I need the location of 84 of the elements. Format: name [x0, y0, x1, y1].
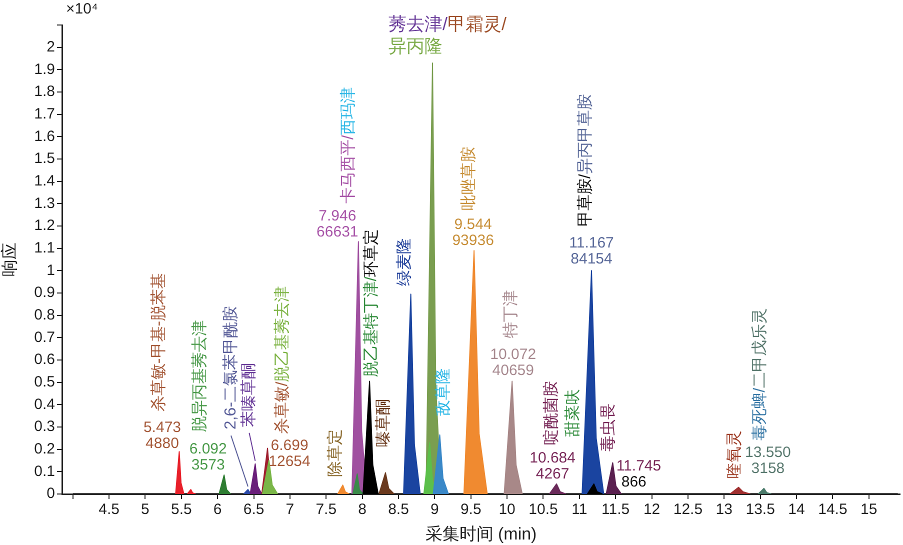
x-tick-label: 12.5: [673, 501, 703, 518]
y-tick-label: 0: [46, 485, 55, 502]
x-tick-label: 12: [643, 501, 660, 518]
annotation: 脱异丙基莠去津: [190, 320, 209, 432]
y-tick-label: 1.2: [34, 217, 55, 234]
annotation: 卡马西平/: [338, 134, 357, 204]
y-tick-label: 1.6: [34, 128, 55, 145]
y-tick-label: 1.4: [34, 172, 55, 190]
y-tick-label: 0.5: [34, 373, 55, 390]
annotation: 啶酰菌胺: [542, 380, 560, 445]
annotation: 嗪草酮: [374, 398, 392, 447]
y-tick-label: 1.1: [34, 239, 55, 256]
x-tick-label: 8: [358, 501, 366, 518]
annotation: 11.167 84154: [569, 234, 614, 268]
annotation: 866: [621, 474, 646, 491]
annotation: 脱乙基特丁津/: [362, 276, 380, 378]
x-tick-label: 9.5: [460, 501, 482, 518]
annotation: 9.544 93936: [452, 216, 494, 250]
annotation: 吡唑草胺: [459, 146, 478, 211]
annotation: 异丙甲草胺: [576, 94, 594, 174]
annotation: 甜菜呋: [563, 389, 582, 437]
x-tick-label: 10.5: [528, 501, 558, 518]
x-tick-label: 7.5: [316, 501, 337, 518]
x-tick-label: 6: [213, 501, 222, 518]
x-tick-label: 5.5: [170, 501, 192, 518]
y-tick-label: 0.3: [34, 418, 55, 436]
y-tick-label: 0.4: [34, 396, 55, 413]
x-tick-label: 14: [788, 501, 805, 518]
x-tick-label: 13.5: [746, 501, 775, 518]
y-tick-label: 0.9: [34, 284, 55, 302]
annotation: 2,6-二氯苯甲酰胺: [221, 306, 240, 430]
annotation: 二甲戊乐灵: [750, 308, 768, 388]
annotation: 毒虫畏: [599, 404, 618, 452]
y-tick-label: 0.1: [34, 462, 55, 480]
annotation: 绿麦隆: [395, 238, 414, 286]
annotation: 甲草胺/: [576, 174, 594, 227]
y-tick-label: 1: [46, 262, 55, 279]
y-tick-label: 1.8: [34, 83, 55, 100]
x-tick-label: 9: [430, 501, 439, 518]
annotation: 喹氧灵: [726, 430, 744, 478]
x-tick-label: 13: [716, 501, 732, 518]
y-axis-title: 响应: [0, 242, 19, 276]
y-tick-label: 2: [46, 38, 55, 56]
y-tick-label: 0.6: [34, 351, 55, 368]
annotation: 异丙隆: [388, 36, 443, 56]
annotation: 敌草隆: [434, 368, 452, 416]
text: ×10⁴: [66, 0, 98, 18]
x-tick-label: 15: [860, 501, 878, 518]
annotation: 苯嗪草酮: [240, 362, 258, 427]
annotation: 脱乙基莠去津: [272, 286, 291, 382]
x-tick-label: 5: [141, 501, 150, 518]
annotation: 除草定: [326, 429, 344, 478]
annotation: 10.684 4267: [530, 450, 576, 483]
annotation: 10.072 40659: [490, 346, 536, 379]
annotation: 7.946 66631: [316, 207, 358, 240]
annotation: 13.550 3158: [745, 444, 791, 478]
y-tick-label: 1.5: [34, 150, 55, 168]
y-tick-label: 0.7: [34, 328, 55, 346]
annotation: 甲霜灵/: [448, 14, 507, 34]
annotation: 特丁津: [502, 290, 520, 338]
annotation: 杀草敏/: [272, 381, 291, 434]
x-tick-label: 14.5: [818, 501, 848, 518]
annotation: 11.745: [616, 457, 662, 474]
annotation: 莠去津/: [388, 14, 448, 34]
y-tick-label: 0.2: [34, 440, 55, 458]
annotation: 西玛津: [338, 87, 357, 136]
y-tick-label: 1.9: [34, 60, 55, 78]
annotation: 6.092 3573: [189, 440, 227, 474]
annotation: 5.473 4880: [143, 419, 182, 452]
y-tick-label: 0.8: [34, 306, 55, 324]
y-tick-label: 1.3: [34, 194, 55, 212]
x-tick-label: 8.5: [388, 501, 409, 518]
x-axis-title: 采集时间 (min): [425, 524, 537, 544]
x-tick-label: 11.5: [602, 501, 630, 518]
annotation: 环草定: [362, 228, 380, 277]
annotation: 毒死蜱/: [750, 387, 768, 440]
x-tick-label: 4.5: [98, 501, 120, 518]
annotation: 杀草敏-甲基-脱苯基: [150, 272, 168, 412]
annotation: 6.699 12654: [268, 436, 310, 470]
y-tick-label: 1.7: [34, 105, 55, 122]
x-tick-label: 7: [286, 501, 294, 518]
x-tick-label: 6.5: [243, 501, 264, 518]
x-tick-label: 11: [572, 501, 588, 518]
x-tick-label: 10: [498, 501, 516, 518]
